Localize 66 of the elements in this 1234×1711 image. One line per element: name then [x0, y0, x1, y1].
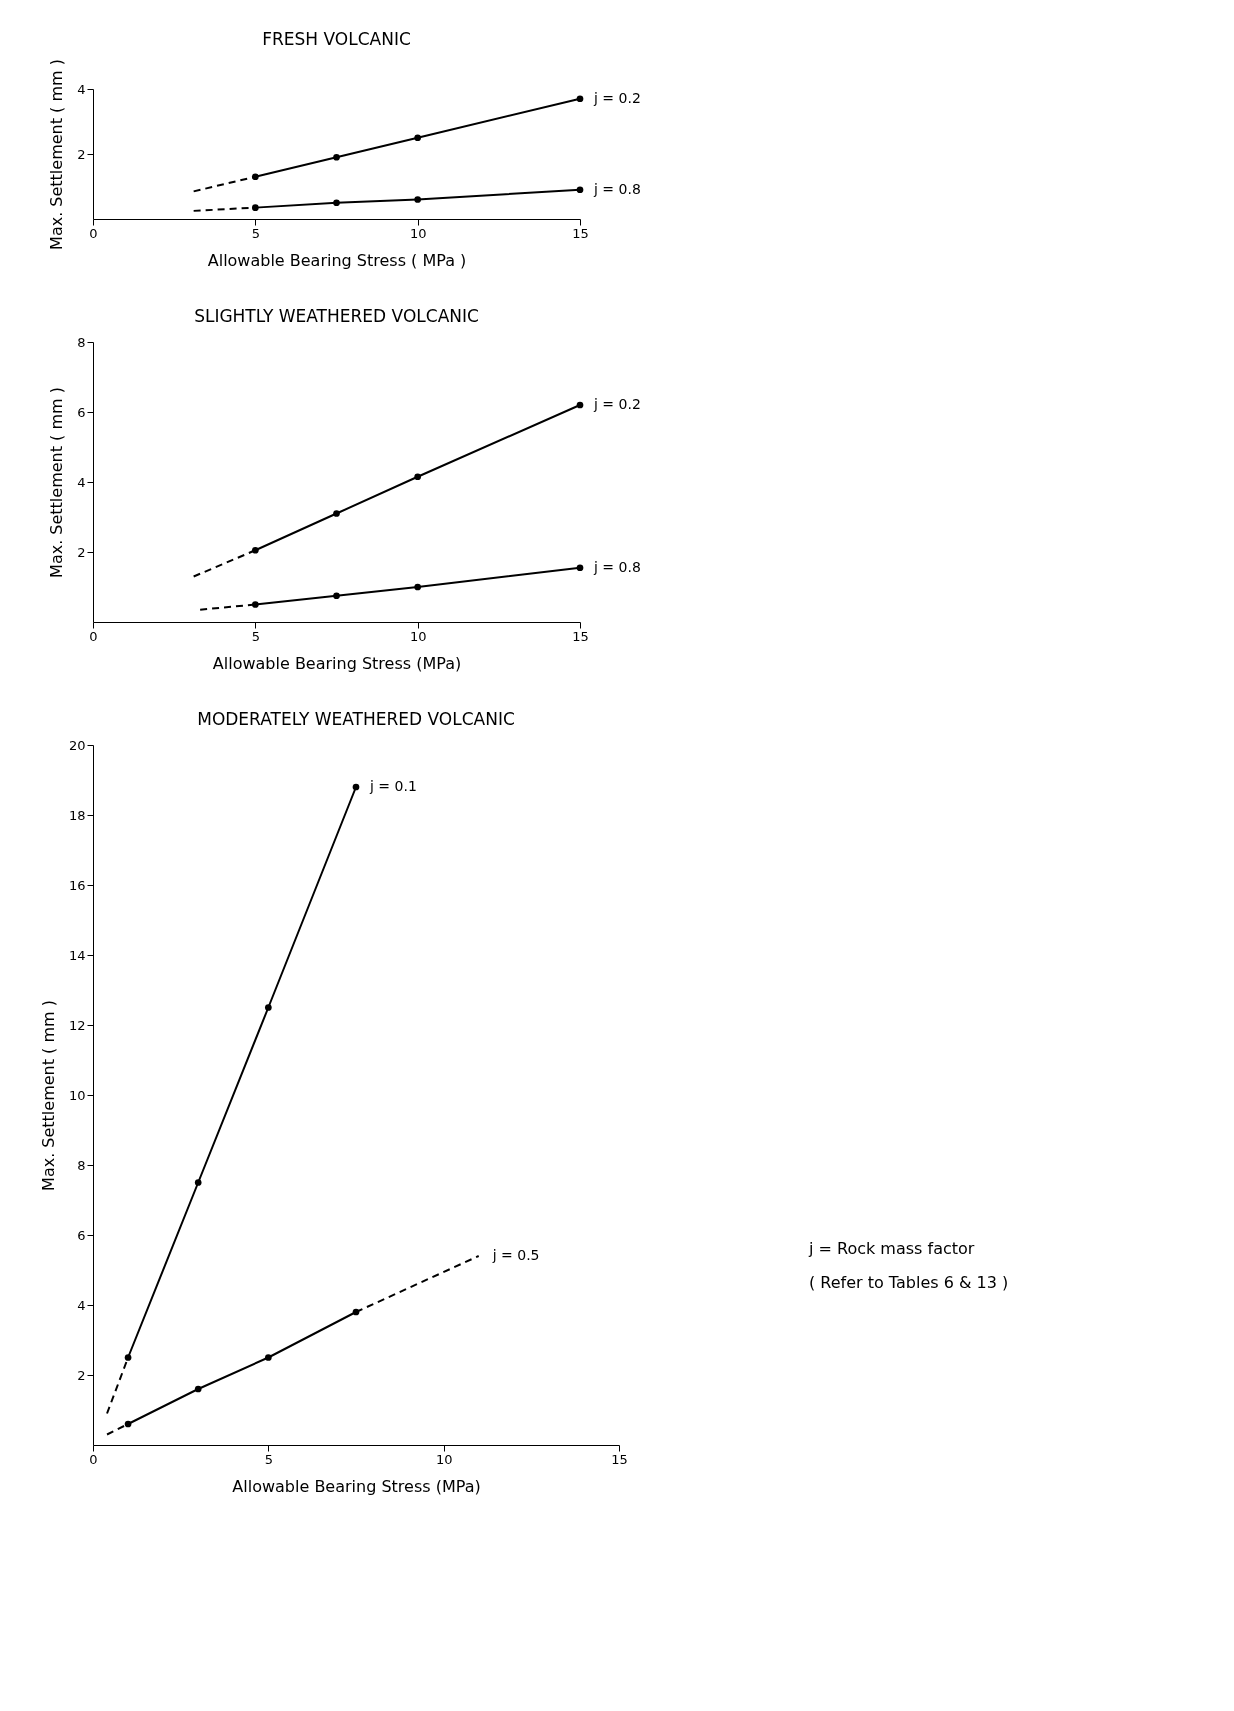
point	[264, 1004, 272, 1011]
point	[251, 601, 259, 608]
point	[352, 783, 360, 791]
x-axis-title: Allowable Bearing Stress (MPa)	[212, 653, 462, 673]
point	[576, 401, 584, 409]
point	[333, 510, 340, 517]
y-tick-label: 8	[77, 1157, 86, 1173]
text: ( Refer to Tables 6 & 13 )	[809, 1273, 1009, 1292]
y-tick-label: 16	[68, 877, 86, 893]
series-label: j = 0.2	[593, 89, 641, 106]
point	[576, 186, 584, 194]
y-tick-label: 14	[68, 947, 86, 963]
point	[414, 473, 422, 481]
point	[576, 564, 584, 572]
series-label: j = 0.2	[593, 396, 641, 412]
point	[414, 583, 422, 591]
x-tick-label: 0	[89, 1451, 98, 1467]
chart-title: MODERATELY WEATHERED VOLCANIC	[197, 709, 515, 729]
point	[333, 592, 340, 600]
x-axis-title: Allowable Bearing Stress (MPa)	[232, 1476, 481, 1496]
point	[194, 1385, 202, 1393]
x-tick-label: 15	[572, 628, 589, 644]
x-tick-label: 5	[264, 1451, 273, 1467]
chart-title: SLIGHTLY WEATHERED VOLCANIC	[194, 306, 479, 326]
x-tick-label: 10	[435, 1451, 453, 1467]
x-tick-label: 15	[611, 1451, 628, 1467]
y-tick-label: 4	[77, 1297, 86, 1313]
point	[264, 1354, 272, 1361]
x-tick-label: 10	[409, 225, 427, 241]
x-tick-label: 15	[572, 225, 589, 241]
y-tick-label: 20	[68, 737, 86, 753]
text: j = Rock mass factor	[808, 1239, 975, 1258]
y-axis-title: Max. Settlement ( mm )	[47, 387, 67, 578]
series-label: j = 0.8	[593, 180, 641, 197]
y-axis-title: Max. Settlement ( mm )	[38, 1000, 58, 1191]
y-tick-label: 6	[77, 404, 86, 420]
point	[414, 196, 422, 203]
y-tick-label: 2	[77, 544, 86, 560]
point	[333, 199, 340, 207]
x-tick-label: 10	[409, 628, 427, 644]
y-axis-title: Max. Settlement ( mm )	[47, 59, 67, 250]
chart-title: FRESH VOLCANIC	[262, 28, 411, 49]
y-tick-label: 2	[77, 146, 86, 162]
point	[333, 153, 340, 161]
y-tick-label: 10	[68, 1087, 86, 1103]
y-tick-label: 2	[77, 1367, 86, 1383]
point	[124, 1354, 132, 1361]
point	[124, 1420, 132, 1428]
y-tick-label: 8	[77, 334, 86, 350]
series-label: j = 0.1	[369, 778, 417, 794]
y-tick-label: 12	[68, 1017, 86, 1033]
y-tick-label: 6	[77, 1227, 86, 1243]
point	[414, 134, 422, 142]
point	[251, 204, 259, 211]
x-axis-title: Allowable Bearing Stress ( MPa )	[207, 250, 467, 270]
annotation: j = 0.5	[491, 1247, 540, 1263]
x-tick-label: 5	[251, 225, 260, 241]
point	[194, 1179, 202, 1186]
series-label: j = 0.8	[593, 558, 641, 575]
x-tick-label: 0	[89, 628, 98, 644]
point	[576, 95, 584, 103]
y-tick-label: 18	[68, 807, 86, 823]
y-tick-label: 4	[77, 81, 86, 97]
y-tick-label: 4	[77, 474, 86, 490]
x-tick-label: 5	[251, 628, 260, 644]
x-tick-label: 0	[89, 225, 98, 241]
